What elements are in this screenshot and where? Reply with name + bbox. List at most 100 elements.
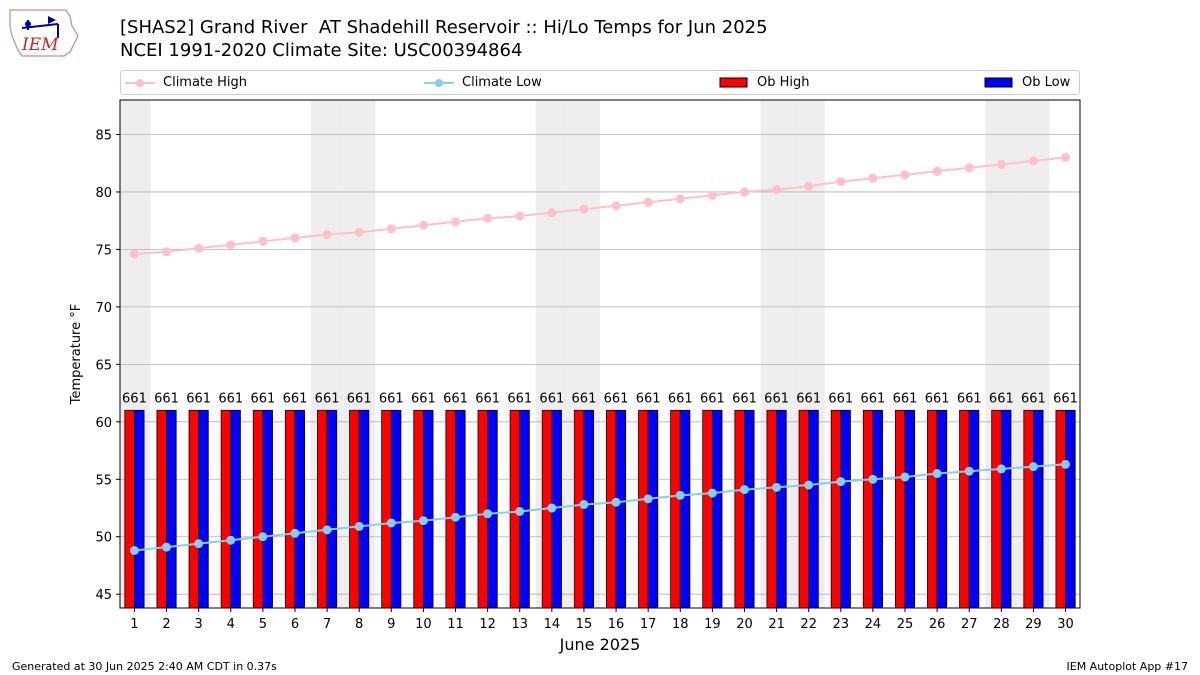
bar-value-label: 661 — [860, 391, 885, 406]
y-tick-label: 65 — [95, 358, 112, 373]
bar-value-label: 661 — [989, 391, 1014, 406]
iem-logo: IEM — [8, 6, 80, 62]
bar-ob-low — [583, 409, 594, 609]
bar-ob-low — [776, 409, 787, 609]
climate-low-point — [515, 506, 525, 516]
bar-ob-high — [156, 409, 167, 609]
y-tick-label: 70 — [95, 301, 112, 316]
bar-ob-low — [390, 409, 402, 609]
climate-high-point — [515, 211, 525, 221]
plot-frame — [119, 99, 1081, 609]
bar-value-label: 661 — [154, 391, 179, 406]
bar-value-label: 661 — [1053, 391, 1078, 406]
bar-ob-high — [670, 409, 681, 609]
x-tick-label: 27 — [961, 617, 978, 632]
x-tick-label: 2 — [162, 617, 170, 632]
bar-ob-low — [808, 409, 819, 609]
climate-high-point — [483, 213, 493, 223]
climate-low-point — [162, 542, 172, 552]
bar-value-label: 661 — [604, 391, 629, 406]
bar-ob-high — [573, 409, 585, 609]
y-tick-label: 60 — [95, 416, 112, 431]
bar-ob-low — [1033, 409, 1044, 609]
bar-value-label: 661 — [732, 391, 757, 406]
climate-low-point — [804, 480, 814, 490]
climate-high-point — [162, 247, 172, 257]
bar-ob-high — [862, 409, 874, 609]
bar-ob-high — [927, 409, 938, 609]
climate-high-point — [868, 173, 878, 183]
bar-ob-high — [124, 409, 135, 609]
climate-high-point — [675, 194, 685, 204]
climate-low-point — [226, 535, 236, 545]
climate-low-point — [996, 464, 1006, 474]
x-tick-label: 4 — [227, 617, 235, 632]
legend-item-climate-low: Climate Low — [424, 71, 542, 94]
legend-swatch-climate-high — [125, 78, 155, 87]
climate-low-point — [322, 525, 332, 535]
x-tick-label: 15 — [576, 617, 593, 632]
bar-value-label: 661 — [250, 391, 275, 406]
bar-value-label: 661 — [347, 391, 372, 406]
climate-low-point — [643, 494, 653, 504]
bar-ob-low — [294, 409, 306, 609]
climate-low-point — [129, 546, 139, 556]
bar-ob-low — [134, 409, 145, 609]
bar-value-label: 661 — [572, 391, 597, 406]
bar-ob-high — [734, 409, 745, 609]
climate-low-point — [579, 500, 589, 510]
legend-swatch-ob-high — [719, 77, 748, 87]
x-tick-label: 6 — [291, 617, 299, 632]
bar-value-label: 661 — [828, 391, 853, 406]
bar-ob-low — [423, 409, 434, 609]
climate-high-point — [547, 208, 557, 218]
legend-item-climate-high: Climate High — [125, 71, 247, 94]
climate-low-point — [868, 474, 878, 484]
x-tick-label: 12 — [479, 617, 496, 632]
legend-item-ob-high: Ob High — [719, 71, 810, 94]
bar-ob-high — [188, 409, 200, 609]
bar-ob-low — [744, 409, 755, 609]
climate-high-point — [129, 249, 139, 259]
x-tick-label: 23 — [833, 617, 850, 632]
bar-ob-high — [284, 409, 296, 609]
generated-timestamp: Generated at 30 Jun 2025 2:40 AM CDT in … — [12, 660, 277, 673]
x-tick-label: 22 — [800, 617, 817, 632]
bar-ob-high — [1055, 409, 1066, 609]
x-tick-label: 25 — [897, 617, 914, 632]
x-tick-label: 10 — [415, 617, 432, 632]
climate-low-point — [1028, 462, 1038, 472]
bar-ob-high — [991, 409, 1002, 609]
y-tick-label: 50 — [95, 531, 112, 546]
bar-ob-high — [606, 409, 617, 609]
bar-value-label: 661 — [283, 391, 308, 406]
bar-ob-low — [166, 409, 177, 609]
climate-low-line — [134, 463, 1066, 552]
y-tick-label: 80 — [95, 186, 112, 201]
bar-value-label: 661 — [796, 391, 821, 406]
bar-ob-low — [679, 409, 691, 609]
climate-high-point — [772, 185, 782, 195]
bar-value-label: 661 — [539, 391, 564, 406]
bar-ob-low — [358, 409, 370, 609]
climate-high-point — [964, 163, 974, 173]
bar-ob-low — [615, 409, 627, 609]
bar-ob-high — [252, 409, 264, 609]
logo-text: IEM — [21, 35, 59, 55]
climate-high-point — [226, 240, 236, 250]
climate-high-line — [134, 156, 1066, 255]
bar-ob-high — [702, 409, 713, 609]
climate-high-point — [804, 181, 814, 191]
bar-ob-high — [349, 409, 360, 609]
climate-high-point — [1061, 152, 1071, 162]
x-tick-label: 5 — [259, 617, 267, 632]
bar-value-label: 661 — [186, 391, 211, 406]
climate-low-point — [547, 503, 557, 513]
bar-ob-high — [959, 409, 970, 609]
x-tick-label: 29 — [1025, 617, 1042, 632]
x-axis-label: June 2025 — [559, 635, 641, 654]
chart-title: [SHAS2] Grand River AT Shadehill Reservo… — [120, 17, 768, 38]
climate-low-point — [451, 512, 461, 522]
bar-ob-low — [904, 409, 916, 609]
bar-ob-high — [1023, 409, 1034, 609]
